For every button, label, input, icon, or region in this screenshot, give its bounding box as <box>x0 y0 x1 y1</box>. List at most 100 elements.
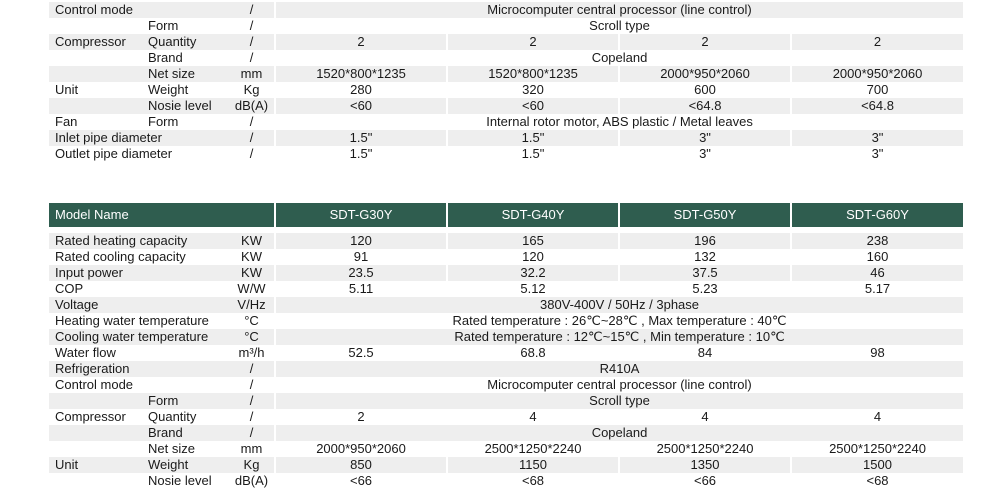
row-label: Inlet pipe diameter <box>49 130 230 146</box>
row-sub-label: Net size <box>142 66 230 82</box>
table-row: Refrigeration / R410A <box>49 361 964 377</box>
unit-cell: dB(A) <box>229 98 275 114</box>
row-label <box>49 441 142 457</box>
value-cell: 120 <box>274 233 447 249</box>
table-row: Brand / Copeland <box>49 50 963 66</box>
row-label <box>49 393 142 409</box>
value-cell: 132 <box>618 249 790 265</box>
spanning-value-cell: Rated temperature : 12℃~15℃ , Min temper… <box>274 329 964 345</box>
row-sub-label: Brand <box>142 425 229 441</box>
unit-cell: m³/h <box>238 345 265 360</box>
header-spacer <box>49 227 964 233</box>
value-cell: 165 <box>446 233 619 249</box>
row-label: Control mode <box>55 377 134 392</box>
value-cell: 23.5 <box>274 265 447 281</box>
table-row: Compressor Quantity/2 2 2 2 <box>49 34 964 50</box>
value-cell: 2 <box>790 34 964 50</box>
row-label <box>49 18 142 34</box>
spanning-value-cell: Internal rotor motor, ABS plastic / Meta… <box>274 114 963 130</box>
row-label <box>49 425 142 441</box>
table-row: Fan Form / Internal rotor motor, ABS plasti… <box>49 114 963 130</box>
row-sub-label: Nosie level <box>148 473 212 488</box>
model-header-cell: SDT-G40Y <box>446 203 619 227</box>
model-name-header: Model Name <box>49 203 275 227</box>
value-cell: 4 <box>790 409 963 425</box>
value-cell: 600 <box>618 82 790 98</box>
value-cell: 2500*1250*2240 <box>618 441 790 457</box>
value-cell: 320 <box>446 82 618 98</box>
row-label: Unit <box>55 82 79 97</box>
value-cell: 2000*950*2060 <box>618 66 791 82</box>
unit-cell: / <box>249 50 254 65</box>
value-cell: 4 <box>618 409 790 425</box>
table-row: COP W/W 5.11 5.12 5.23 5.17 <box>49 281 963 297</box>
table-row: Control mode / Microcomputer central proce… <box>49 377 963 393</box>
row-label: Fan <box>55 114 78 129</box>
spanning-value-cell: 380V-400V / 50Hz / 3phase <box>274 297 964 313</box>
table-row: Voltage V/Hz 380V-400V / 50Hz / 3phase <box>49 297 964 313</box>
value-cell: 2 <box>274 34 447 50</box>
value-cell: 2 <box>618 34 791 50</box>
value-cell: 5.23 <box>618 281 790 297</box>
spanning-value-cell: R410A <box>274 361 964 377</box>
value-cell: 46 <box>790 265 964 281</box>
value-cell: 37.5 <box>618 265 791 281</box>
row-label: Control mode <box>49 2 230 18</box>
model-header-row: Model Name SDT-G30Y SDT-G40Y SDT-G50Y SD… <box>49 203 964 227</box>
row-sub-label: Quantity <box>148 409 197 424</box>
row-label <box>49 66 142 82</box>
value-cell: 5.11 <box>274 281 446 297</box>
table-row: Input power KW 23.5 32.2 37.5 46 <box>49 265 964 281</box>
row-label: Compressor <box>55 409 126 424</box>
unit-cell: °C <box>244 313 259 328</box>
unit-cell: W/W <box>237 281 266 296</box>
model-header-cell: SDT-G30Y <box>274 203 447 227</box>
spanning-value-cell: Copeland <box>274 50 963 66</box>
value-cell: 160 <box>790 249 963 265</box>
row-label: COP <box>55 281 84 296</box>
spec-table-sdt-g-series: Model Name SDT-G30Y SDT-G40Y SDT-G50Y SD… <box>49 203 964 489</box>
spanning-value-cell: Microcomputer central processor (line co… <box>274 2 964 18</box>
value-cell: 3" <box>790 146 963 162</box>
value-cell: 5.12 <box>446 281 618 297</box>
table-row: Unit Weight Kg 850 1150 1350 1500 <box>49 457 964 473</box>
value-cell: 4 <box>446 409 618 425</box>
table-row: Rated heating capacity KW 120 165 196 238 <box>49 233 964 249</box>
value-cell: 3" <box>618 130 791 146</box>
row-label <box>49 50 142 66</box>
row-sub-label: Weight <box>148 82 189 97</box>
row-sub-label: Weight <box>142 457 229 473</box>
value-cell: 1.5" <box>446 146 618 162</box>
row-label: Water flow <box>55 345 116 360</box>
value-cell: 52.5 <box>274 345 446 361</box>
spanning-value-cell: Microcomputer central processor (line co… <box>274 377 963 393</box>
value-cell: 2 <box>446 34 619 50</box>
row-sub-label: Brand <box>148 50 183 65</box>
unit-cell: / <box>229 34 275 50</box>
unit-cell: / <box>249 114 254 129</box>
row-label: Rated heating capacity <box>49 233 229 249</box>
value-cell: 1350 <box>618 457 791 473</box>
unit-cell: / <box>229 393 275 409</box>
unit-cell: / <box>249 18 254 33</box>
row-label: Input power <box>49 265 229 281</box>
spec-table-continued: Control mode / Microcomputer central proce… <box>49 2 964 162</box>
spanning-value-cell: Rated temperature : 26℃~28℃ , Max temper… <box>274 313 963 329</box>
unit-cell: KW <box>229 233 275 249</box>
table-row: Form / Scroll type <box>49 393 964 409</box>
table-row: Water flow m³/h 52.5 68.8 84 98 <box>49 345 963 361</box>
unit-cell: Kg <box>243 82 260 97</box>
value-cell: 91 <box>274 249 446 265</box>
value-cell: 850 <box>274 457 447 473</box>
value-cell: 700 <box>790 82 963 98</box>
row-sub-label: Form <box>148 18 179 33</box>
table-row: Form / Scroll type <box>49 18 963 34</box>
model-header-cell: SDT-G60Y <box>790 203 964 227</box>
value-cell: 280 <box>274 82 446 98</box>
row-label: Outlet pipe diameter <box>55 146 173 161</box>
row-label: Heating water temperature <box>55 313 209 328</box>
row-label: Compressor <box>49 34 142 50</box>
row-sub-label: Net size <box>148 441 195 456</box>
table-row: Control mode / Microcomputer central proce… <box>49 2 964 18</box>
unit-cell: KW <box>241 249 262 264</box>
